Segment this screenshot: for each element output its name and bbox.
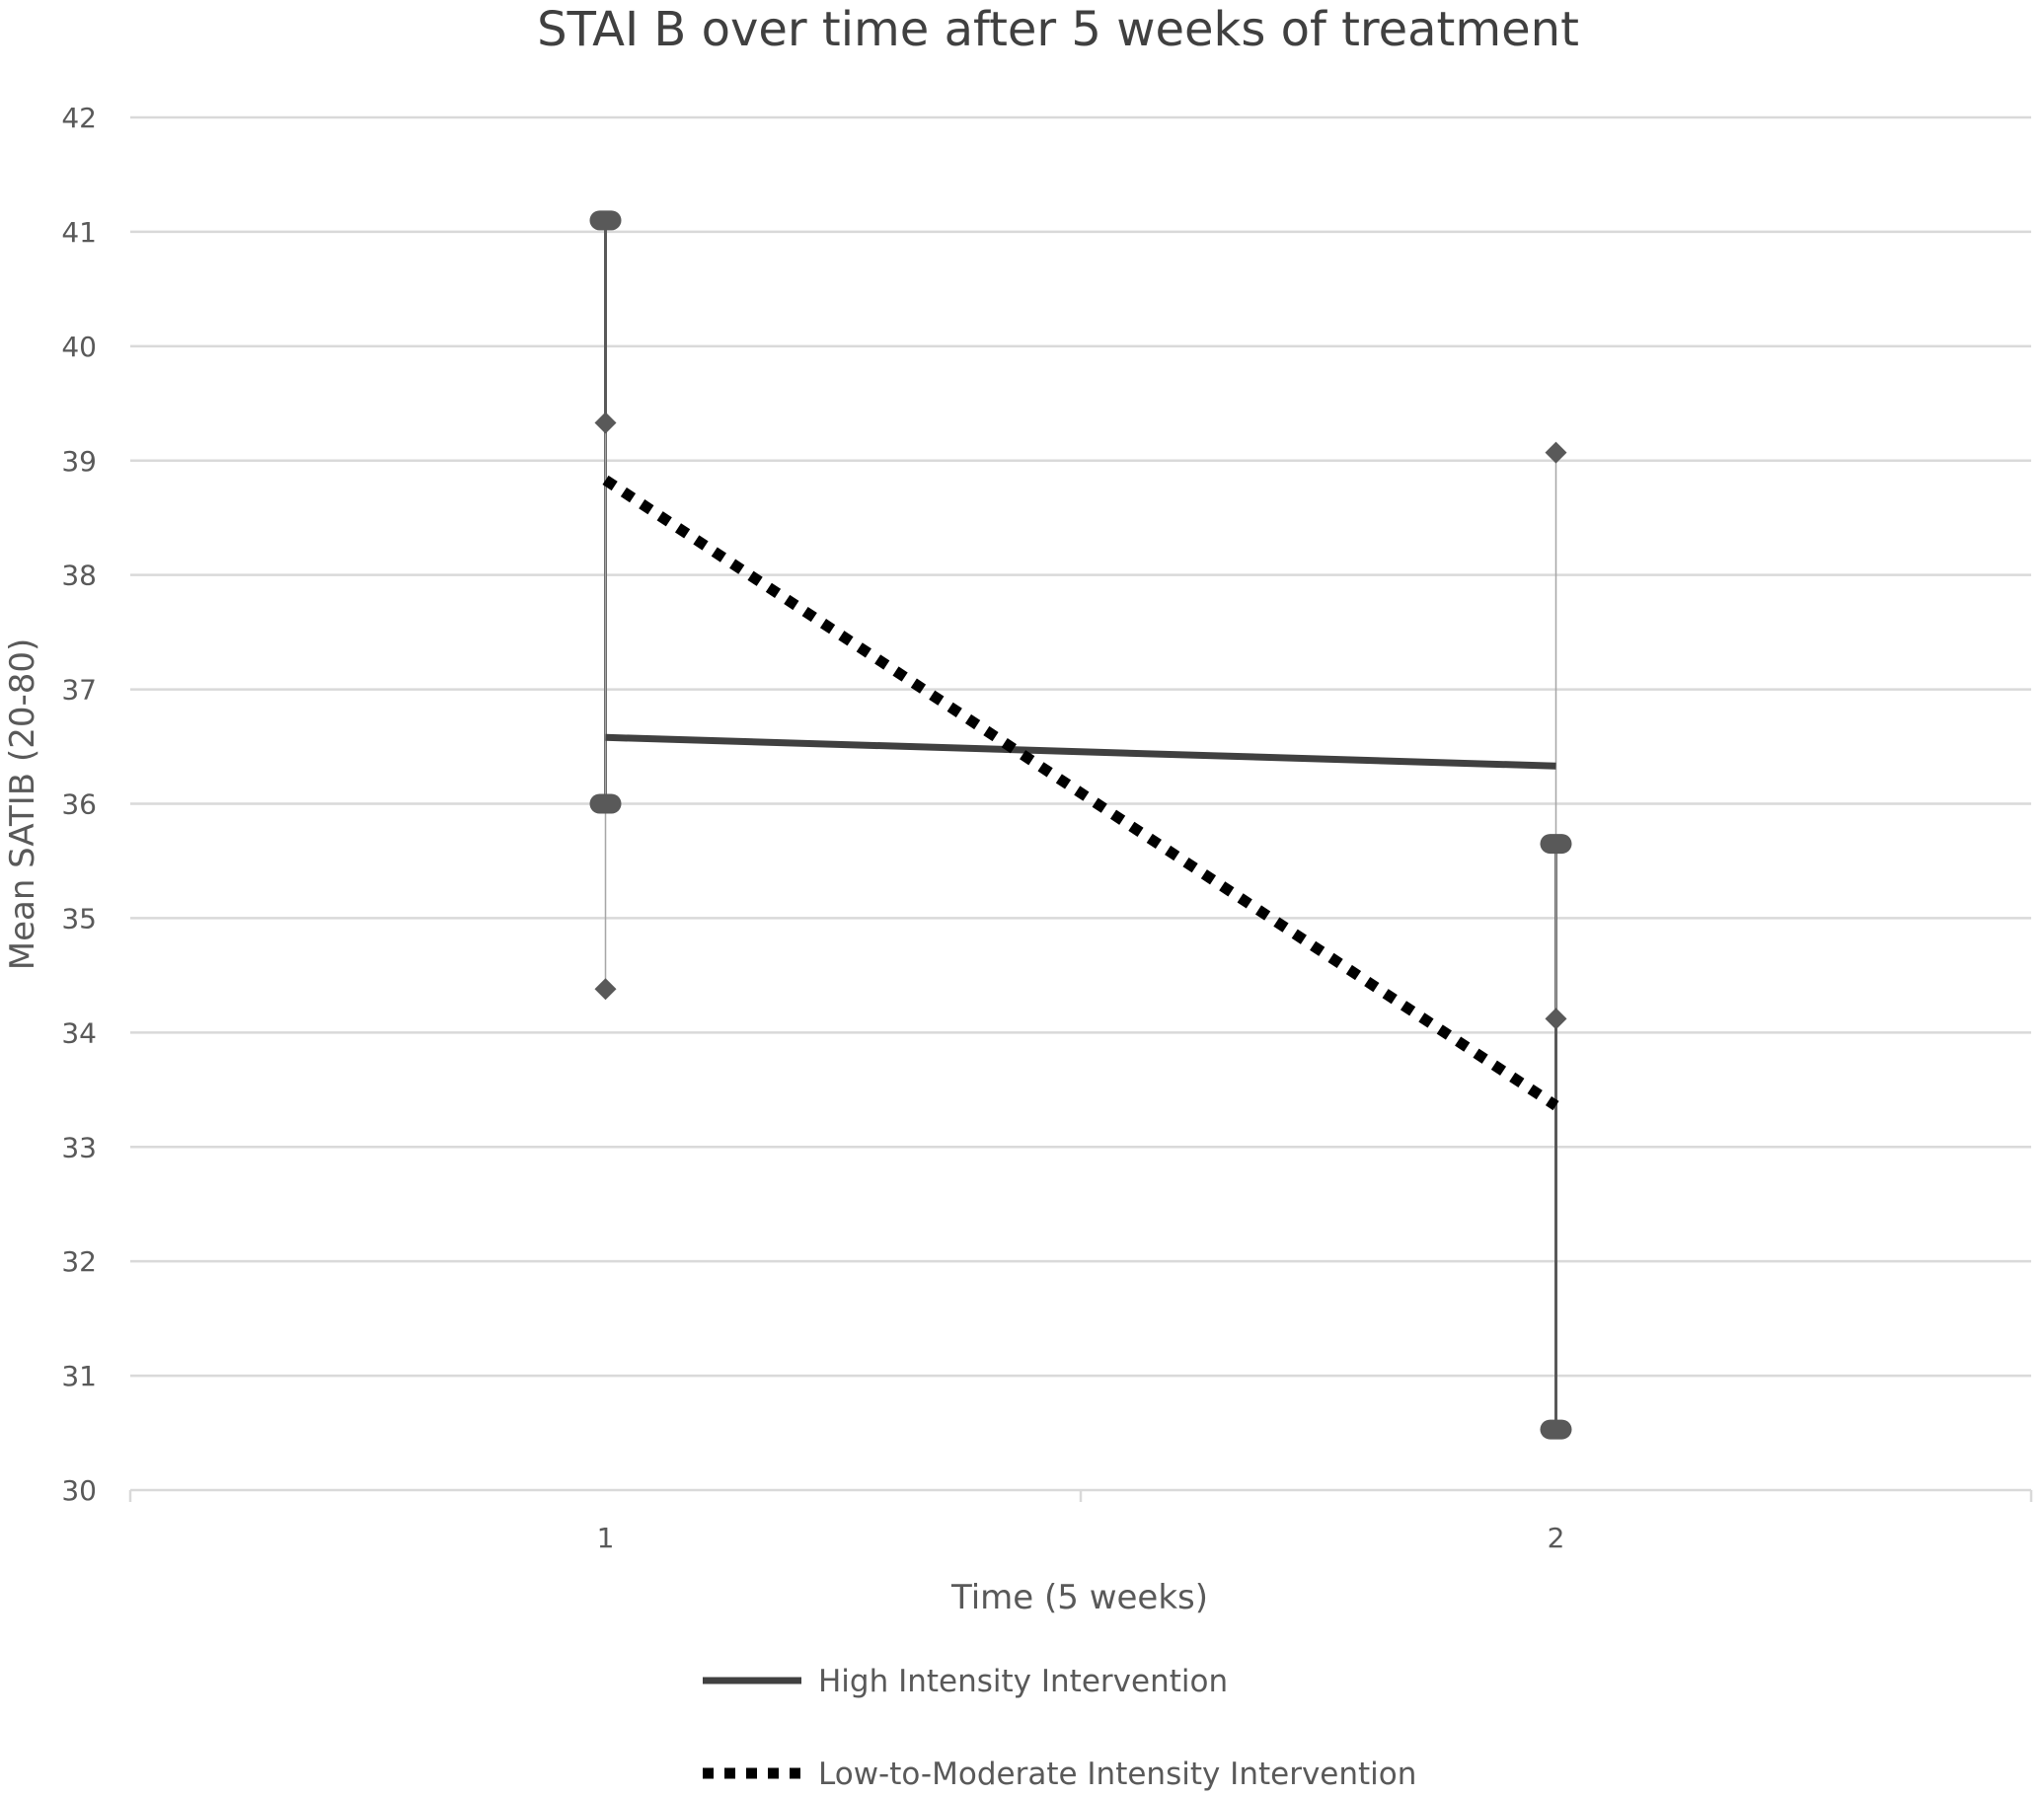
chart-title: STAI B over time after 5 weeks of treatm… — [537, 2, 1579, 57]
error-bar-markers — [589, 210, 1572, 1440]
error-bars — [604, 220, 1557, 1430]
y-tick-label: 40 — [61, 331, 97, 363]
error-bar-cap-circle — [1540, 1419, 1572, 1440]
legend: High Intensity Intervention Low-to-Modera… — [703, 1664, 1416, 1792]
y-tick-label: 39 — [61, 445, 97, 478]
y-tick-label: 36 — [61, 788, 97, 821]
series-lines — [602, 475, 1559, 1111]
error-bar-cap-diamond — [1545, 1008, 1567, 1030]
error-bar-cap-diamond — [594, 412, 617, 434]
series-line — [602, 475, 1559, 1111]
error-bar-cap-circle — [589, 210, 622, 231]
y-tick-label: 34 — [61, 1016, 97, 1049]
y-tick-label: 32 — [61, 1245, 97, 1278]
y-tick-label: 30 — [61, 1474, 97, 1507]
y-tick-label: 37 — [61, 674, 97, 707]
legend-label: High Intensity Intervention — [818, 1664, 1228, 1699]
y-tick-label: 35 — [61, 902, 97, 935]
error-bar-cap-circle — [1540, 834, 1572, 855]
x-tick-label: 1 — [597, 1522, 615, 1554]
error-bar-cap-diamond — [594, 978, 617, 1001]
y-tick-label: 33 — [61, 1131, 97, 1163]
x-tick-label: 2 — [1548, 1522, 1565, 1554]
y-axis-label: Mean SATIB (20-80) — [3, 638, 42, 971]
error-bar-cap-circle — [589, 793, 622, 814]
error-bar-cap-diamond — [1545, 441, 1567, 464]
grid-lines — [130, 115, 2031, 1378]
y-tick-label: 31 — [61, 1360, 97, 1392]
y-tick-label: 41 — [61, 216, 97, 249]
series-line — [605, 733, 1556, 770]
legend-label: Low-to-Moderate Intensity Intervention — [818, 1757, 1416, 1792]
x-axis-label: Time (5 weeks) — [950, 1578, 1208, 1617]
y-tick-labels: 30 31 32 33 34 35 36 37 38 39 40 41 42 — [61, 102, 97, 1507]
y-tick-label: 38 — [61, 560, 97, 592]
y-tick-label: 42 — [61, 102, 97, 134]
